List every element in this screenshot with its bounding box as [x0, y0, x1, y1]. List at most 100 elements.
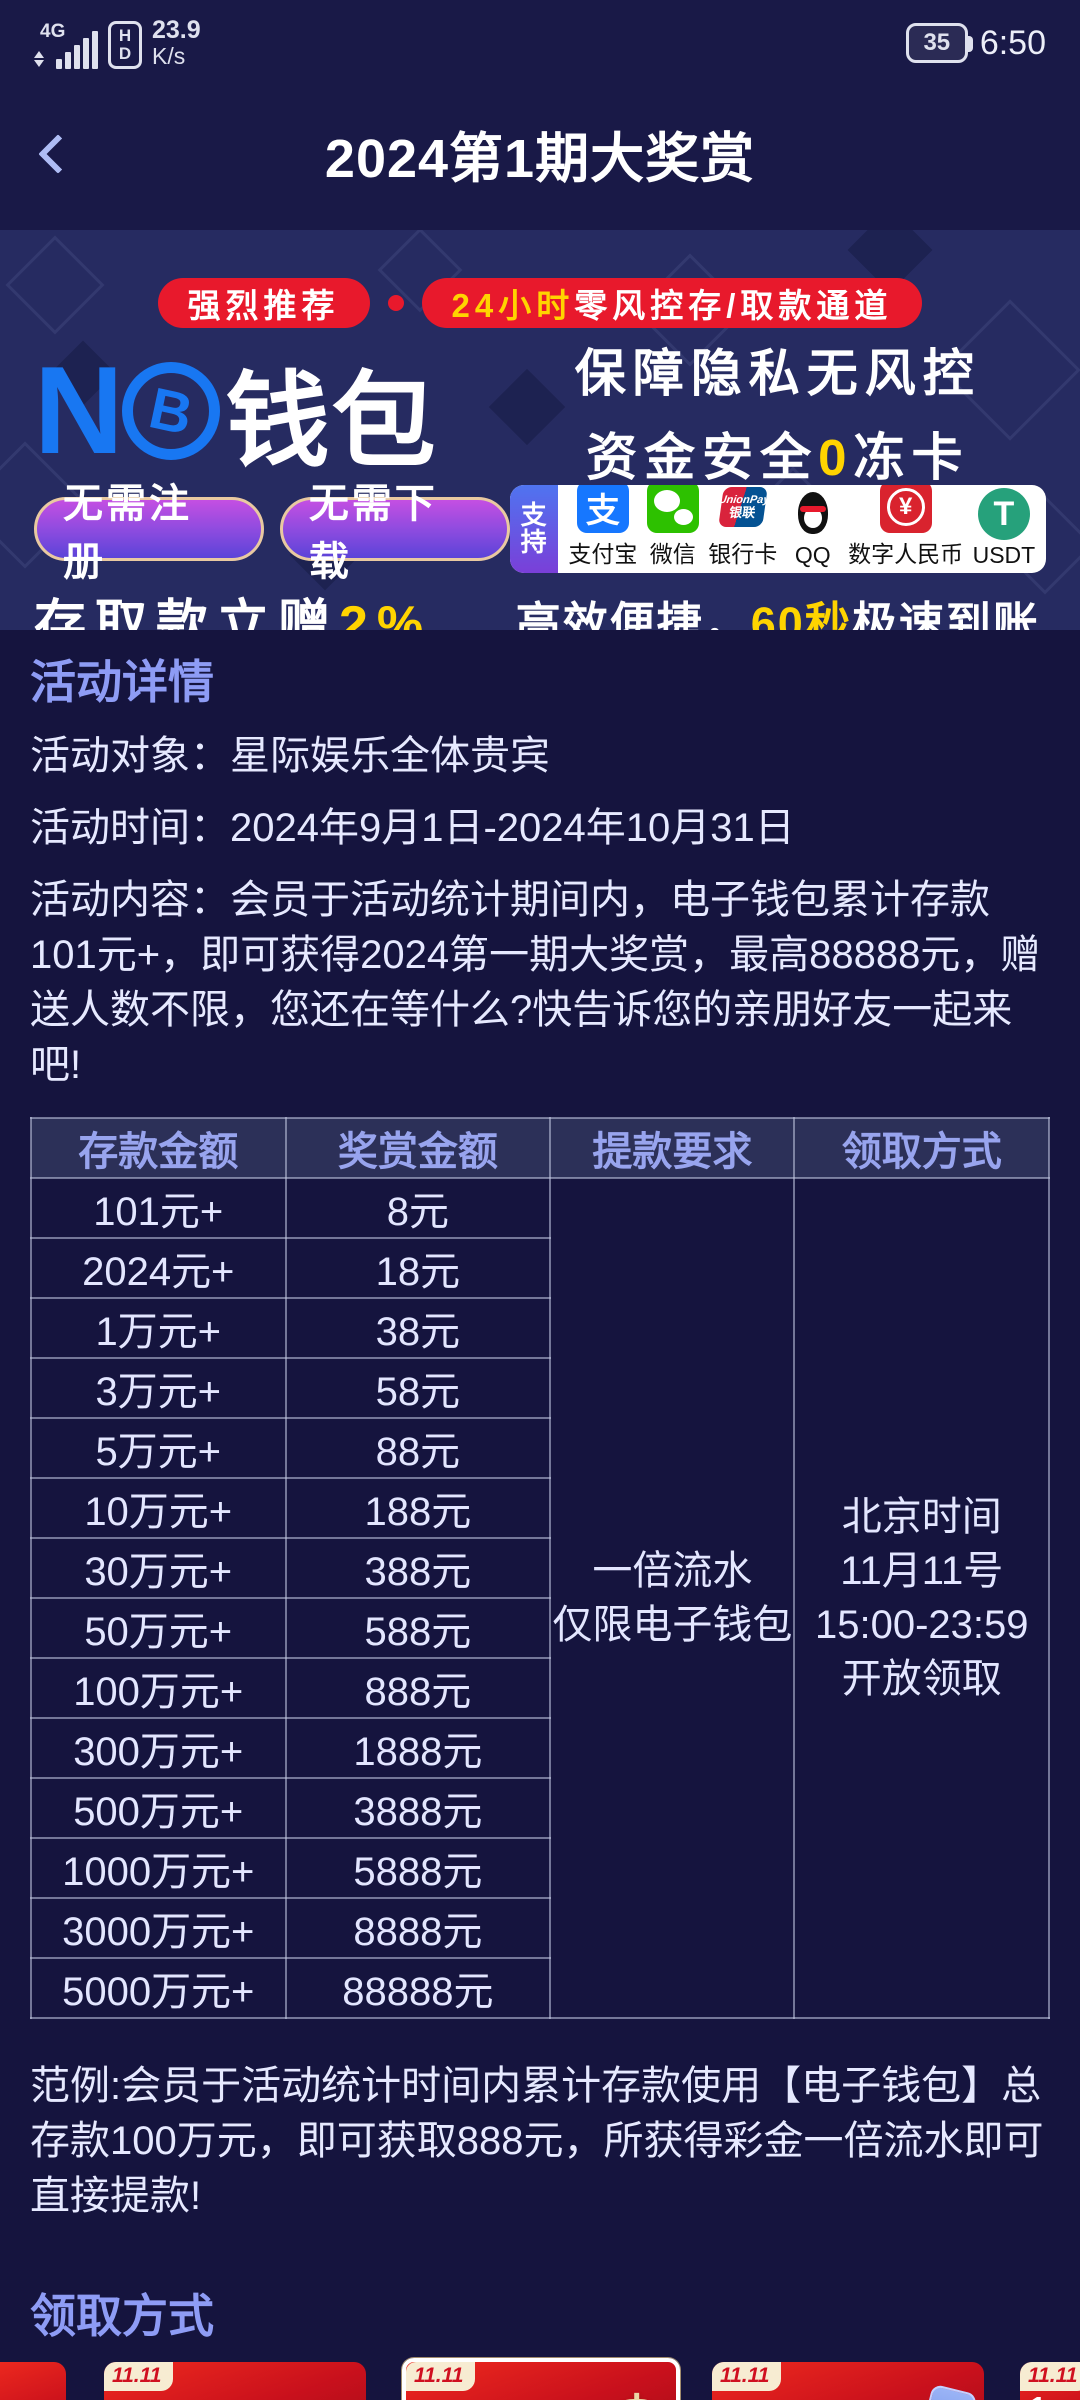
support-bottom: 持: [520, 527, 547, 557]
activity-target: 活动对象：星际娱乐全体贵宾: [30, 734, 550, 778]
app-header: 2024第1期大奖赏: [0, 76, 1080, 230]
status-left: 4G H D 23.9 K/s: [34, 17, 201, 69]
slogan-line2: 资金安全0冻卡: [586, 416, 969, 490]
activity-time: 活动时间：2024年9月1日-2024年10月31日: [30, 806, 795, 850]
dollar-sign-icon: $: [611, 2378, 662, 2400]
digital-rmb-icon: ¥: [879, 485, 932, 533]
slogan-line1: 保障隐私无风控: [574, 345, 981, 402]
deposit-cell: 3000万元+: [30, 1897, 287, 1959]
channel-rest: 零风控存/取款通道: [574, 287, 893, 324]
promo-card-current[interactable]: 11.11 $ 第一期 现金奖赏 11.11准时派送 ✓: [402, 2358, 680, 2400]
col-reward: 奖赏金额: [284, 1117, 552, 1179]
slogan2-suffix: 冻卡: [853, 429, 970, 486]
bitcoin-icon: B: [121, 362, 220, 460]
unionpay-icon: UnionPay 银联: [716, 485, 769, 533]
payment-bankcard: UnionPay 银联 银行卡: [708, 485, 777, 569]
alipay-label: 支付宝: [568, 541, 638, 567]
col-withdraw: 提款要求: [549, 1117, 796, 1179]
slogan2-prefix: 资金安全: [586, 429, 819, 486]
promo-carousel: 11.11 11.11 限时狂欢 3 PG电子以小博大 存11即送11111元 …: [0, 2358, 1080, 2400]
battery-icon: 35: [905, 23, 973, 63]
data-arrows-icon: [34, 51, 44, 67]
promo-card-partial-right[interactable]: 11.11 1: [1020, 2362, 1080, 2400]
promo-card-partial-left[interactable]: [0, 2362, 66, 2400]
payment-usdt: T USDT: [973, 488, 1035, 569]
page-title: 2024第1期大奖赏: [324, 128, 756, 189]
deposit-cell: 101元+: [30, 1177, 287, 1239]
clock: 6:50: [979, 23, 1046, 62]
reward-cell: 388元: [284, 1537, 552, 1599]
reward-cell: 8888元: [284, 1897, 552, 1959]
deposit-cell: 1000万元+: [30, 1837, 287, 1899]
hd-top: H: [118, 26, 132, 45]
bonus-prefix: 存取款立赠: [34, 596, 340, 630]
speed-value: 23.9: [152, 16, 201, 44]
promo-card-pg-slots[interactable]: 11.11 11.11 限时狂欢 3 PG电子以小博大 存11即送11111元: [104, 2362, 366, 2400]
banner-main: N B 钱包 保障隐私无风控 资金安全0冻卡: [34, 345, 1046, 486]
alipay-icon: 支: [576, 485, 629, 533]
speed-prefix: 高效便捷，: [515, 598, 751, 630]
table-row: 30万元+ 388元: [30, 1537, 1049, 1599]
badge-1111: 11.11: [104, 2362, 174, 2391]
deposit-cell: 1万元+: [30, 1297, 287, 1359]
recommend-pill: 强烈推荐: [157, 278, 370, 328]
col-deposit: 存款金额: [30, 1117, 287, 1179]
reward-cell: 18元: [284, 1237, 552, 1299]
no-download-text: 无需下载: [308, 482, 438, 584]
reward-cell: 888元: [284, 1657, 552, 1719]
no-register-pill: 无需注册: [34, 482, 264, 584]
table-row: 300万元+ 1888元: [30, 1717, 1049, 1779]
example-text: 范例:会员于活动统计时间内累计存款使用【电子钱包】总存款100万元，即可获取88…: [30, 2064, 1044, 2218]
payment-wechat: 微信: [646, 485, 699, 569]
table-row: 101元+ 8元 一倍流水 仅限电子钱包 北京时间 11月11号 15:00-2…: [30, 1177, 1050, 2019]
hd-bottom: D: [118, 44, 132, 63]
dot-icon: [387, 295, 404, 311]
speed-suffix: 极速到账: [851, 598, 1040, 630]
usdt-icon: T: [977, 488, 1030, 540]
details-heading: 活动详情: [30, 656, 214, 708]
claim-heading: 领取方式: [30, 2290, 214, 2342]
reward-cell: 3888元: [284, 1777, 552, 1839]
back-button[interactable]: [36, 133, 76, 173]
volte-hd-icon: H D: [108, 21, 142, 69]
network-type-label: 4G: [40, 21, 66, 42]
wechat-icon: [646, 485, 699, 533]
banner-mid: 无需注册 无需下载 支 持 支 支付宝: [34, 482, 1046, 584]
no-register-text: 无需注册: [63, 482, 192, 584]
card3-1111: 11.11: [728, 2395, 801, 2400]
reward-cell: 88888元: [284, 1957, 552, 2019]
badge-1111: 11.11: [712, 2362, 782, 2391]
qq-icon: [787, 488, 839, 540]
reward-cell: 5888元: [284, 1837, 552, 1899]
promo-card-iphone[interactable]: 11.11 11.11 限时狂欢 4 PG电力转转乐 1111部IPhone16…: [712, 2362, 984, 2400]
deposit-cell: 10万元+: [30, 1477, 287, 1539]
deposit-cell: 100万元+: [30, 1657, 287, 1719]
table-row: 10万元+ 188元: [30, 1477, 1049, 1539]
recommend-text: 强烈推荐: [187, 287, 340, 324]
signal-bars-icon: [56, 31, 98, 69]
deposit-cell: 300万元+: [30, 1717, 287, 1779]
table-row: 50万元+ 588元: [30, 1597, 1049, 1659]
speed-unit: K/s: [152, 43, 186, 69]
reward-cell: 88元: [284, 1417, 552, 1479]
card1-1111: 11.11: [120, 2395, 193, 2400]
channel-highlight: 24小时: [451, 287, 575, 324]
badge-1111: 11.11: [406, 2362, 476, 2391]
ribbon-row: 强烈推荐 24小时 零风控存/取款通道: [34, 278, 1046, 328]
status-bar: 4G H D 23.9 K/s 35 6:50: [0, 0, 1080, 76]
reward-cell: 1888元: [284, 1717, 552, 1779]
deposit-cell: 2024元+: [30, 1237, 287, 1299]
table-row: 100万元+ 888元: [30, 1657, 1049, 1719]
badge-1111: 11.11: [1020, 2362, 1080, 2391]
signal-icon: 4G: [34, 21, 98, 69]
withdraw-req-cell: 一倍流水 仅限电子钱包: [549, 1177, 796, 2019]
deposit-cell: 3万元+: [30, 1357, 287, 1419]
table-row: 3万元+ 58元: [30, 1357, 1049, 1419]
banner-bottom: 存取款立赠2% 高效便捷，60秒极速到账: [34, 582, 1046, 630]
reward-cell: 588元: [284, 1597, 552, 1659]
promo-banner: 强烈推荐 24小时 零风控存/取款通道 N B 钱包 保障隐私无风控 资金安全0…: [0, 230, 1080, 630]
qq-label: QQ: [794, 542, 831, 568]
speed-highlight: 60秒: [750, 598, 852, 630]
details-section: 活动详情 活动对象：星际娱乐全体贵宾 活动时间：2024年9月1日-2024年1…: [0, 646, 1080, 1093]
payment-methods-box: 支 持 支 支付宝 微信 UnionPay 银联: [509, 485, 1046, 573]
